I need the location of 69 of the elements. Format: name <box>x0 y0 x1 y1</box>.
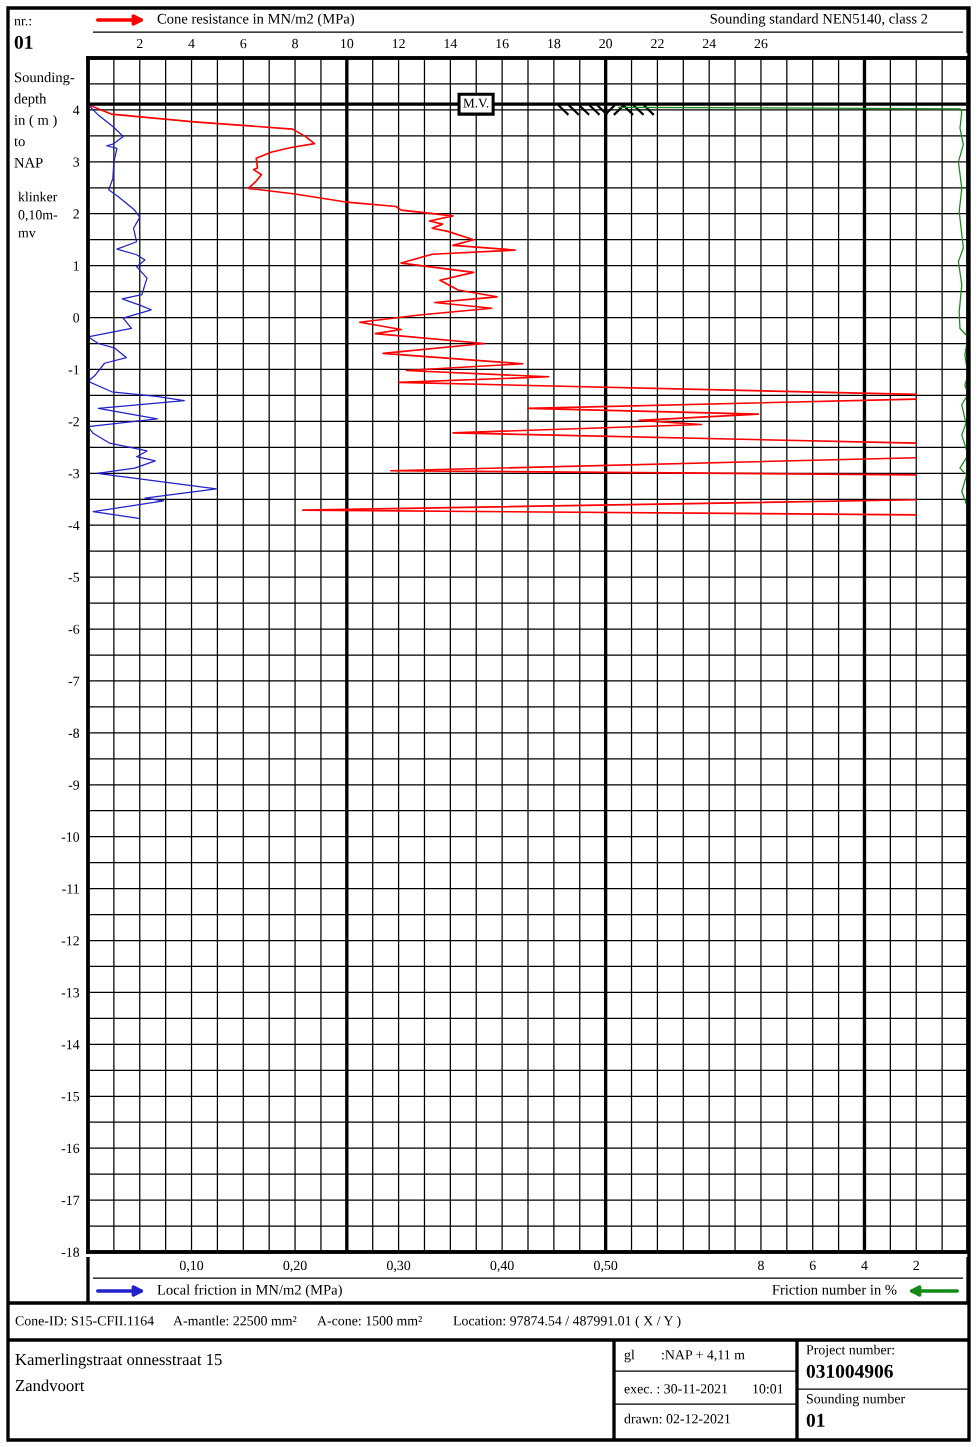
x-tick-label: 0,10 <box>179 1260 204 1273</box>
y-tick-label: -9 <box>68 780 80 790</box>
text: klinker 0,10m- mv <box>18 191 58 238</box>
x2-tick-label: 10 <box>341 38 354 49</box>
x-tick-label: 0,20 <box>283 1260 307 1273</box>
y-tick-label: 1 <box>73 261 79 271</box>
line-series <box>88 104 218 520</box>
y-tick-label: 4 <box>72 105 80 115</box>
x2-tick-label: 4 <box>188 38 195 49</box>
text: Project number: <box>806 1344 894 1358</box>
y-tick-label: -14 <box>61 1040 80 1050</box>
x-tick-label: 0,40 <box>490 1260 514 1273</box>
y-tick-label: -10 <box>61 832 80 842</box>
text: :NAP + 4,11 m <box>662 1350 745 1362</box>
text: A-cone: 1500 mm² <box>317 1316 422 1326</box>
text: Sounding standard NEN5140, class 2 <box>710 13 928 27</box>
y-tick-label: -18 <box>61 1247 80 1257</box>
y-tick-label: -2 <box>68 417 79 427</box>
y-tick-label: -17 <box>61 1195 80 1205</box>
text: A-mantle: 22500 mm² <box>173 1315 297 1326</box>
x2-tick-label: 16 <box>496 38 509 49</box>
x-tick-label: 0,50 <box>594 1260 618 1273</box>
text: 01 <box>14 35 33 49</box>
y-tick-label: -8 <box>68 728 80 738</box>
x2-tick-label: 20 <box>599 38 613 49</box>
y-tick-label: -16 <box>61 1143 80 1154</box>
x2-tick-label: 8 <box>292 38 298 49</box>
x2-tick-label: 24 <box>702 38 716 49</box>
text: Sounding number <box>806 1393 906 1407</box>
text: 10:01 <box>753 1384 783 1394</box>
y-tick-label: 3 <box>73 157 80 167</box>
y-tick-label: -1 <box>68 365 79 375</box>
x-tick-label: 0,30 <box>386 1260 411 1273</box>
text: 031004906 <box>806 1364 893 1378</box>
y-tick-label: 2 <box>73 209 79 219</box>
y-tick-label: -13 <box>61 988 80 998</box>
text: Kamerlingstraat onnesstraat 15 <box>15 1353 222 1369</box>
x2-tick-label: 22 <box>651 38 664 49</box>
x-tick-label: 2 <box>913 1260 919 1270</box>
text: Cone-ID: S15-CFII.1164 <box>15 1316 154 1326</box>
text: Location: 97874.54 / 487991.01 ( X / Y ) <box>453 1315 681 1329</box>
x2-tick-label: 12 <box>392 38 405 49</box>
text: 01 <box>806 1413 825 1427</box>
y-tick-label: -4 <box>68 520 80 531</box>
text: gl <box>624 1349 635 1363</box>
x-axis-title: Friction number in % <box>772 1284 897 1295</box>
x2-axis-title: Cone resistance in MN/m2 (MPa) <box>157 13 355 27</box>
x2-tick-label: 2 <box>136 38 143 49</box>
x2-tick-label: 6 <box>240 38 247 49</box>
ref-line-label: M.V. <box>463 98 489 108</box>
x-tick-label: 8 <box>758 1260 764 1271</box>
x-tick-label: 6 <box>809 1260 816 1271</box>
y-tick-label: -15 <box>61 1091 80 1102</box>
text: exec. : 30-11-2021 <box>624 1384 728 1394</box>
y-tick-label: -5 <box>68 572 80 583</box>
x2-tick-label: 18 <box>548 38 561 49</box>
y-tick-label: -7 <box>68 676 80 686</box>
y-tick-label: -11 <box>62 884 79 894</box>
y-tick-label: -12 <box>61 936 79 946</box>
x2-tick-label: 14 <box>444 38 458 49</box>
text: nr.: <box>14 18 32 26</box>
y-tick-label: 0 <box>73 313 80 323</box>
text: drawn: 02-12-2021 <box>624 1413 731 1424</box>
x-axis-title: Local friction in MN/m2 (MPa) <box>157 1284 342 1298</box>
text: Zandvoort <box>15 1379 85 1392</box>
y-tick-label: -6 <box>68 624 80 634</box>
x-tick-label: 4 <box>861 1260 868 1270</box>
y-tick-label: -3 <box>68 468 80 479</box>
x2-tick-label: 26 <box>754 38 768 49</box>
